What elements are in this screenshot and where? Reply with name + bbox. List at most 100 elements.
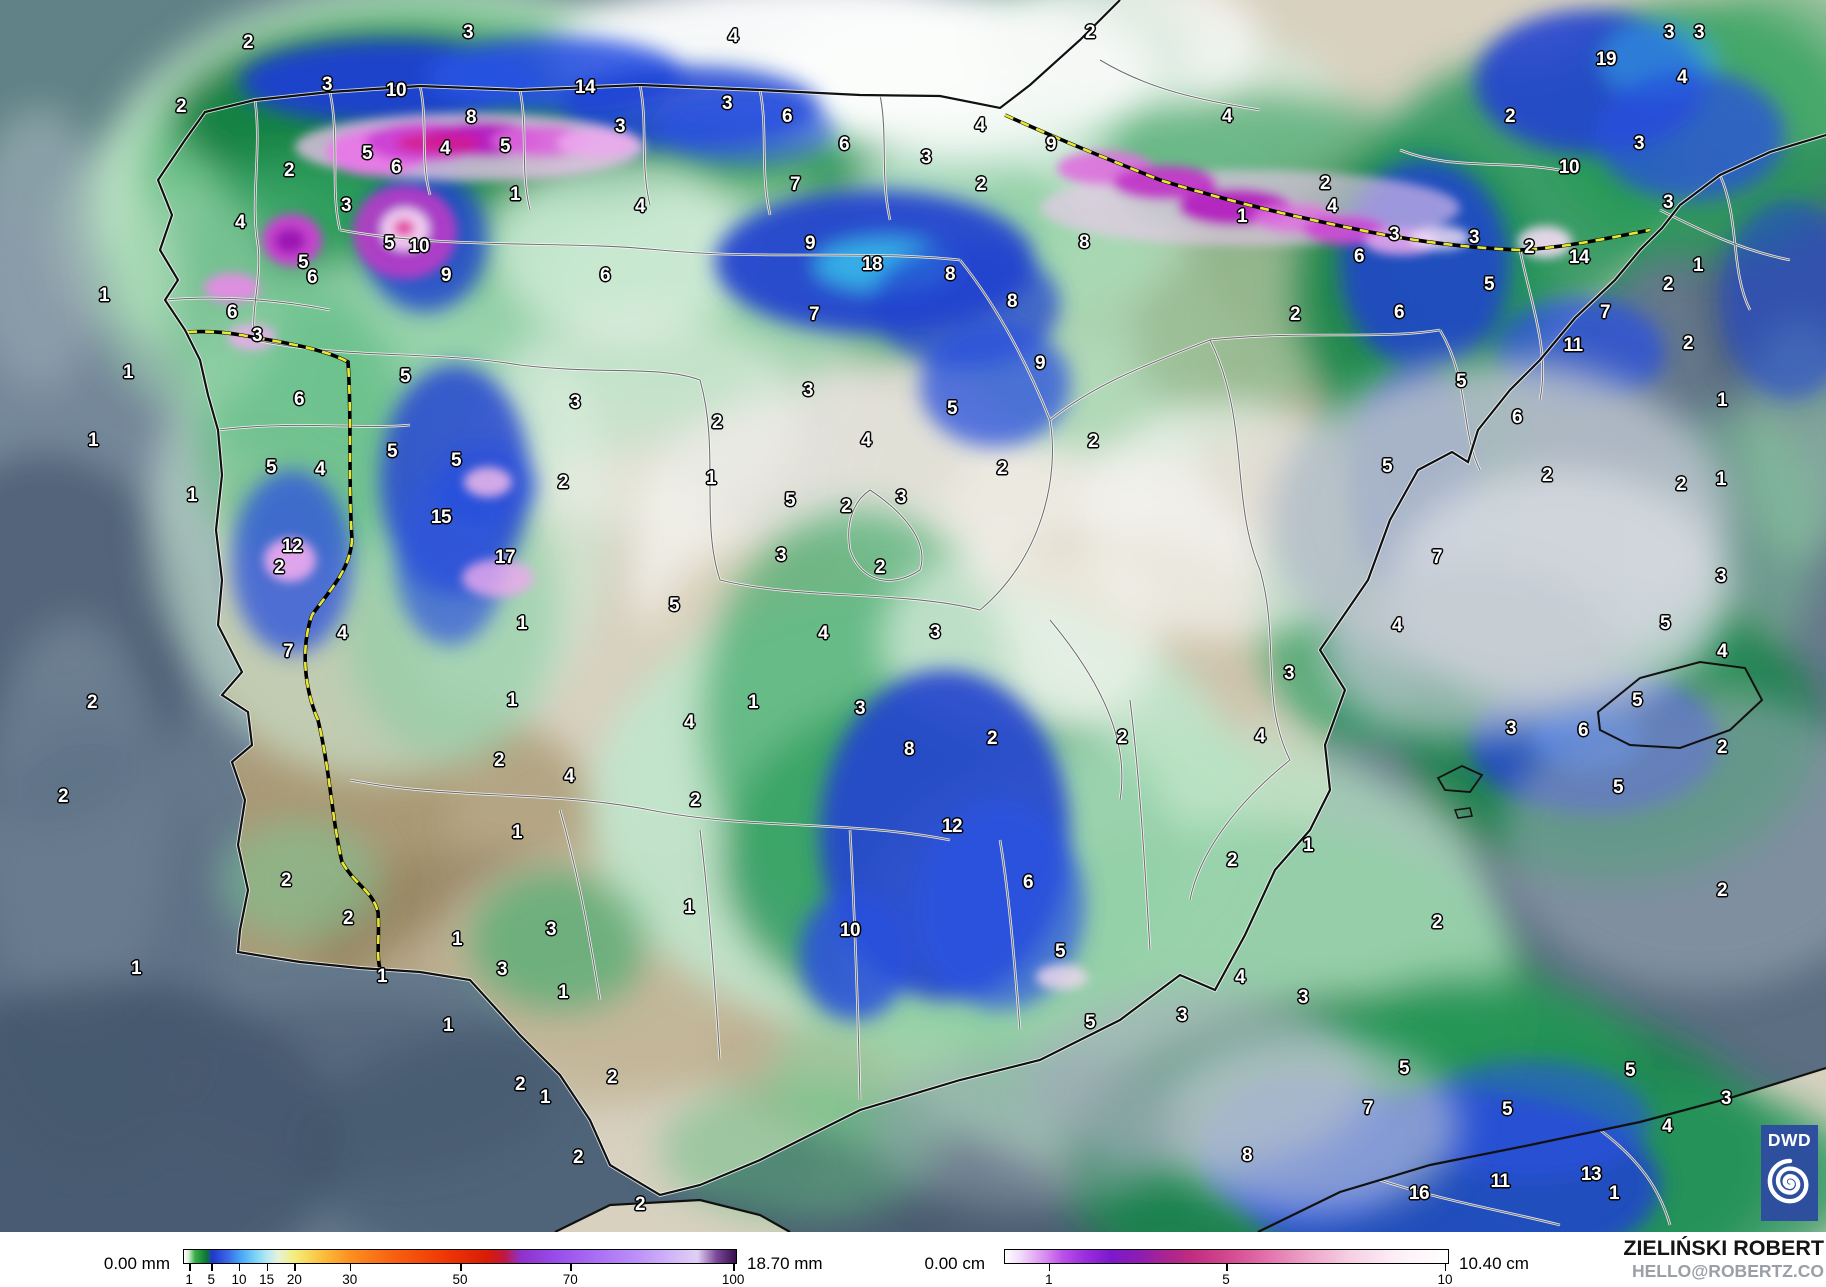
map-value-label: 1 [539,1087,551,1108]
map-value-label: 1 [511,822,523,843]
map-value-label: 3 [251,325,263,346]
map-value-label: 16 [1408,1183,1430,1204]
map-value-label: 8 [1241,1145,1253,1166]
colorbar-tick-label: 5 [1222,1272,1230,1287]
map-value-label: 3 [1505,718,1517,739]
map-value-label: 6 [306,267,318,288]
map-value-label: 2 [1504,106,1516,127]
map-value-label: 3 [854,698,866,719]
map-value-label: 10 [385,80,407,101]
map-value-label: 5 [784,490,796,511]
map-value-label: 12 [941,816,963,837]
map-value-label: 6 [1022,872,1034,893]
map-value-label: 4 [1234,967,1246,988]
admin-borders [164,59,1791,1226]
map-value-label: 4 [1676,67,1688,88]
map-value-label: 2 [840,496,852,517]
map-value-label: 13 [1580,1164,1602,1185]
map-value-label: 15 [430,507,452,528]
map-value-label: 1 [506,690,518,711]
map-value-label: 2 [57,786,69,807]
map-value-label: 5 [1084,1012,1096,1033]
map-value-label: 3 [569,392,581,413]
map-value-label: 2 [514,1074,526,1095]
map-value-label: 5 [383,233,395,254]
map-value-label: 7 [808,304,820,325]
map-value-label: 5 [1455,371,1467,392]
map-value-label: 4 [1661,1116,1673,1137]
map-value-label: 1 [130,958,142,979]
map-value-label: 5 [265,457,277,478]
map-value-label: 2 [1226,850,1238,871]
map-value-label: 10 [1558,157,1580,178]
map-value-label: 4 [1221,106,1233,127]
map-value-label: 6 [226,302,238,323]
map-value-label: 2 [606,1067,618,1088]
map-value-label: 1 [1692,255,1704,276]
colorbar-tick-label: 100 [721,1272,745,1287]
map-value-label: 3 [1176,1005,1188,1026]
map-value-label: 6 [293,389,305,410]
map-value-label: 7 [1362,1098,1374,1119]
map-value-label: 2 [493,750,505,771]
map-value-label: 2 [283,160,295,181]
map-value-label: 1 [557,982,569,1003]
map-value-label: 4 [974,115,986,136]
map-value-label: 4 [860,430,872,451]
map-value-label: 1 [186,485,198,506]
map-value-label: 2 [572,1147,584,1168]
colorbar-tick [266,1264,269,1271]
map-value-label: 8 [944,264,956,285]
map-value-label: 2 [1716,737,1728,758]
map-value-label: 7 [1599,302,1611,323]
map-value-label: 5 [1054,941,1066,962]
map-value-label: 2 [1087,431,1099,452]
map-value-label: 3 [1297,987,1309,1008]
map-value-label: 2 [1289,304,1301,325]
map-value-label: 5 [1659,613,1671,634]
map-value-label: 3 [614,116,626,137]
map-value-label: 4 [634,196,646,217]
map-value-label: 11 [1563,335,1583,356]
map-value-label: 2 [175,96,187,117]
map-value-label: 7 [1431,547,1443,568]
map-value-label: 1 [509,184,521,205]
map-value-label: 2 [975,174,987,195]
map-value-label: 4 [439,138,451,159]
map-value-label: 2 [273,557,285,578]
map-value-label: 5 [1631,690,1643,711]
map-value-label: 2 [342,908,354,929]
precipitation-map [0,0,1826,1232]
map-value-label: 2 [1523,237,1535,258]
colorbar-tick-label: 20 [286,1272,302,1287]
map-value-label: 2 [1541,465,1553,486]
map-value-label: 4 [563,766,575,787]
map-value-label: 4 [1391,615,1403,636]
colorbar-tick [733,1264,735,1271]
colorbar-tick [570,1264,572,1271]
map-value-label: 5 [386,441,398,462]
colorbar-tick [1226,1264,1228,1271]
map-value-label: 3 [1693,22,1705,43]
map-value-label: 9 [440,265,452,286]
map-value-label: 10 [408,236,430,257]
national-borders [187,113,1651,976]
precip-colorbar-ticks: 1 5 10 15 20 30 50 70 100 [183,1264,744,1287]
map-value-label: 2 [1431,912,1443,933]
colorbar-tick-label: 30 [342,1272,358,1287]
map-value-label: 1 [1236,206,1248,227]
map-value-label: 2 [86,692,98,713]
map-value-label: 6 [781,106,793,127]
map-value-label: 5 [668,595,680,616]
map-value-label: 2 [1116,727,1128,748]
map-value-label: 5 [450,450,462,471]
credit-name: ZIELIŃSKI ROBERT [1623,1236,1824,1260]
map-value-label: 2 [986,728,998,749]
map-value-label: 1 [1716,390,1728,411]
map-value-label: 2 [1716,880,1728,901]
map-value-label: 2 [1675,474,1687,495]
map-value-label: 3 [1633,133,1645,154]
map-value-label: 4 [1326,196,1338,217]
map-value-label: 5 [1624,1060,1636,1081]
